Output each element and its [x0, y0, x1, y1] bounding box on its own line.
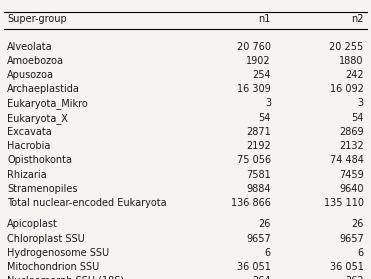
Text: Mitochondrion SSU: Mitochondrion SSU	[7, 262, 99, 272]
Text: 9657: 9657	[339, 234, 364, 244]
Text: Rhizaria: Rhizaria	[7, 170, 47, 180]
Text: 9884: 9884	[246, 184, 271, 194]
Text: 74 484: 74 484	[330, 155, 364, 165]
Text: 20 255: 20 255	[329, 42, 364, 52]
Text: Apicoplast: Apicoplast	[7, 219, 58, 229]
Text: 2871: 2871	[246, 127, 271, 137]
Text: 20 760: 20 760	[237, 42, 271, 52]
Text: 26: 26	[259, 219, 271, 229]
Text: n2: n2	[351, 14, 364, 24]
Text: 75 056: 75 056	[237, 155, 271, 165]
Text: 54: 54	[259, 113, 271, 123]
Text: 264: 264	[252, 276, 271, 279]
Text: 2869: 2869	[339, 127, 364, 137]
Text: 1902: 1902	[246, 56, 271, 66]
Text: Total nuclear-encoded Eukaryota: Total nuclear-encoded Eukaryota	[7, 198, 167, 208]
Text: Alveolata: Alveolata	[7, 42, 53, 52]
Text: Amoebozoa: Amoebozoa	[7, 56, 64, 66]
Text: 2132: 2132	[339, 141, 364, 151]
Text: 7581: 7581	[246, 170, 271, 180]
Text: Archaeplastida: Archaeplastida	[7, 84, 80, 94]
Text: 36 051: 36 051	[330, 262, 364, 272]
Text: Chloroplast SSU: Chloroplast SSU	[7, 234, 85, 244]
Text: Stramenopiles: Stramenopiles	[7, 184, 78, 194]
Text: Eukaryota_Mikro: Eukaryota_Mikro	[7, 98, 88, 109]
Text: 16 092: 16 092	[330, 84, 364, 94]
Text: Apusozoa: Apusozoa	[7, 70, 54, 80]
Text: 9657: 9657	[246, 234, 271, 244]
Text: 36 051: 36 051	[237, 262, 271, 272]
Text: Nucleomorph SSU (18S): Nucleomorph SSU (18S)	[7, 276, 125, 279]
Text: 16 309: 16 309	[237, 84, 271, 94]
Text: 136 866: 136 866	[231, 198, 271, 208]
Text: Hacrobia: Hacrobia	[7, 141, 51, 151]
Text: Excavata: Excavata	[7, 127, 52, 137]
Text: 7459: 7459	[339, 170, 364, 180]
Text: 3: 3	[265, 98, 271, 109]
Text: 1880: 1880	[339, 56, 364, 66]
Text: 6: 6	[358, 248, 364, 258]
Text: 26: 26	[351, 219, 364, 229]
Text: 9640: 9640	[339, 184, 364, 194]
Text: Eukaryota_X: Eukaryota_X	[7, 113, 68, 124]
Text: Super-group: Super-group	[7, 14, 67, 24]
Text: 3: 3	[358, 98, 364, 109]
Text: 254: 254	[252, 70, 271, 80]
Text: 2192: 2192	[246, 141, 271, 151]
Text: Opisthokonta: Opisthokonta	[7, 155, 72, 165]
Text: 242: 242	[345, 70, 364, 80]
Text: 54: 54	[351, 113, 364, 123]
Text: 262: 262	[345, 276, 364, 279]
Text: Hydrogenosome SSU: Hydrogenosome SSU	[7, 248, 109, 258]
Text: 6: 6	[265, 248, 271, 258]
Text: n1: n1	[259, 14, 271, 24]
Text: 135 110: 135 110	[324, 198, 364, 208]
